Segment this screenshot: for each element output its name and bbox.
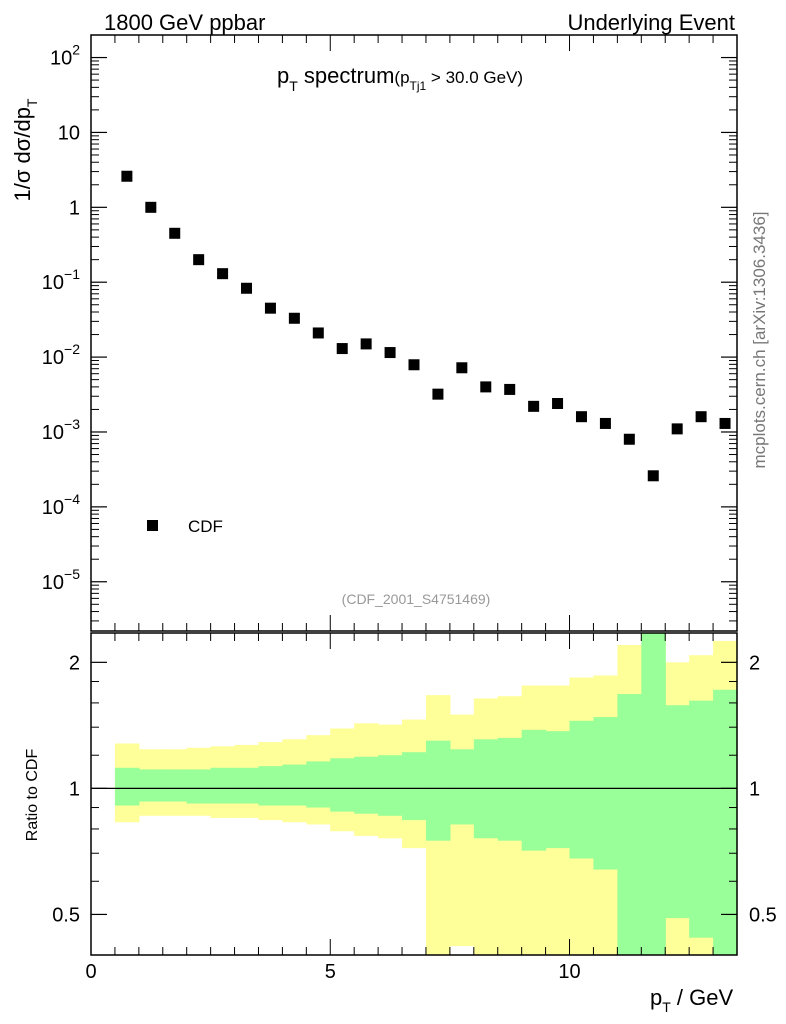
main-panel: 102 10 1 10−1 10−2 10−3 10−4 10−5 pT spectrum(p… xyxy=(10,34,738,632)
main-data-points xyxy=(121,170,731,482)
data-point xyxy=(671,423,683,435)
data-point xyxy=(456,362,468,374)
ratio-y-tick-label: 2 xyxy=(69,652,80,674)
x-tick-label: 10 xyxy=(558,961,580,983)
band-bin xyxy=(617,694,642,955)
side-watermark: mcplots.cern.ch [arXiv:1306.3436] xyxy=(750,211,769,468)
y-tick-label: 102 xyxy=(50,42,80,70)
band-bin xyxy=(593,717,618,870)
band-bin xyxy=(569,720,595,859)
data-point xyxy=(121,170,133,182)
ratio-y-tick-label-right: 0.5 xyxy=(749,904,777,926)
data-point xyxy=(384,347,396,359)
y-tick-label: 1 xyxy=(69,197,80,219)
band-bin xyxy=(162,769,188,802)
band-bin xyxy=(114,767,140,806)
legend-label: CDF xyxy=(188,517,223,536)
title-main-rest: spectrum xyxy=(298,63,395,88)
x-tick-label: 0 xyxy=(85,961,96,983)
y-tick-label: 10−4 xyxy=(42,491,80,519)
band-bin xyxy=(186,769,212,804)
band-bin xyxy=(497,737,523,841)
band-1-sigma-band xyxy=(114,633,738,955)
band-bin xyxy=(545,731,571,849)
ratio-y-axis-label: Ratio to CDF xyxy=(24,749,41,842)
data-point xyxy=(360,338,372,350)
data-point xyxy=(480,381,492,393)
data-point xyxy=(719,417,731,429)
data-point xyxy=(336,343,348,355)
title-cut-sub: Tj1 xyxy=(410,79,427,93)
main-y-axis-label: 1/σ dσ/dpT xyxy=(10,98,40,201)
band-bin xyxy=(378,755,403,816)
header-right: Underlying Event xyxy=(567,10,735,35)
band-bin xyxy=(689,700,714,938)
data-point xyxy=(193,254,205,266)
band-bin xyxy=(258,766,284,806)
data-point xyxy=(695,411,707,423)
band-bin xyxy=(641,633,666,955)
y-tick-label: 10−1 xyxy=(42,266,80,294)
ratio-y-tick-label-right: 1 xyxy=(749,778,760,800)
ratio-y-tick-label: 0.5 xyxy=(52,904,80,926)
data-point xyxy=(528,400,540,412)
main-y-tick-labels: 102 10 1 10−1 10−2 10−3 10−4 10−5 xyxy=(42,42,80,594)
band-bin xyxy=(521,729,547,851)
band-bin xyxy=(354,756,379,814)
title-main: p xyxy=(277,63,289,88)
ratio-panel: 0.5 0.5 1 1 2 2 0 5 10 Ratio to CDF pT / GeV xyxy=(24,632,777,1015)
band-bin xyxy=(330,758,355,812)
band-bin xyxy=(282,764,307,806)
data-point xyxy=(599,417,611,429)
ratio-y-tick-label: 1 xyxy=(69,778,80,800)
panel-title: pT spectrum(pTj1 > 30.0 GeV) xyxy=(277,63,523,94)
data-point xyxy=(432,388,444,400)
data-point xyxy=(169,227,181,239)
band-bin xyxy=(665,705,690,919)
analysis-id: (CDF_2001_S4751469) xyxy=(342,591,491,607)
data-point xyxy=(552,398,564,410)
band-bin xyxy=(210,767,236,804)
data-point xyxy=(288,312,300,324)
ratio-ticks xyxy=(90,633,738,955)
data-point xyxy=(623,433,635,445)
data-point xyxy=(312,327,324,339)
ratio-tick-labels: 0.5 0.5 1 1 2 2 0 5 10 xyxy=(52,652,777,983)
band-bin xyxy=(402,752,427,821)
band-bin xyxy=(306,761,331,808)
y-tick-label: 10−5 xyxy=(42,566,80,594)
data-point xyxy=(241,282,253,294)
ratio-frame xyxy=(90,632,738,956)
band-bin xyxy=(138,769,164,802)
header-left: 1800 GeV ppbar xyxy=(104,10,265,35)
band-bin xyxy=(425,740,451,841)
data-point xyxy=(264,302,276,314)
y-tick-label: 10−2 xyxy=(42,341,80,369)
y-tick-label: 10−3 xyxy=(42,416,80,444)
band-bin xyxy=(713,689,738,955)
band-bin xyxy=(234,767,260,804)
data-point xyxy=(145,201,157,213)
data-point xyxy=(504,383,516,395)
legend-marker xyxy=(147,520,158,531)
band-bin xyxy=(449,749,475,825)
main-ticks xyxy=(90,34,738,631)
title-cut: (p xyxy=(394,68,409,87)
ratio-bands xyxy=(114,633,738,955)
x-tick-label: 5 xyxy=(325,961,336,983)
data-point xyxy=(217,268,229,280)
data-point xyxy=(575,411,587,423)
data-point xyxy=(647,470,659,482)
ratio-y-tick-label-right: 2 xyxy=(749,652,760,674)
title-cut-rest: > 30.0 GeV) xyxy=(426,68,523,87)
x-axis-label: pT / GeV xyxy=(650,985,733,1015)
y-tick-label: 10 xyxy=(58,122,80,144)
data-point xyxy=(408,359,420,371)
main-frame xyxy=(90,34,738,632)
title-main-sub: T xyxy=(289,78,298,94)
